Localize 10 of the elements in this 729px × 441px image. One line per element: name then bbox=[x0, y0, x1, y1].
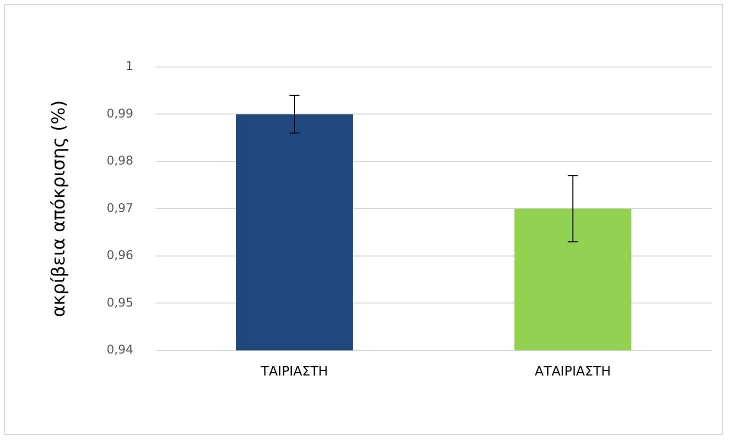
y-tick-label: 1 bbox=[126, 59, 134, 74]
y-tick-label: 0,99 bbox=[106, 106, 134, 120]
y-tick-label: 0,94 bbox=[106, 342, 134, 357]
y-axis-title: ακρίβεια απόκρισης (%) bbox=[48, 100, 70, 318]
y-tick-label: 0,95 bbox=[106, 295, 134, 310]
y-tick-label: 0,96 bbox=[106, 248, 134, 262]
y-tick-label: 0,97 bbox=[106, 200, 134, 215]
y-tick-label: 0,98 bbox=[106, 154, 134, 168]
x-tick-label: ΑΤΑΙΡΙΑΣΤΗ bbox=[534, 364, 611, 380]
x-tick-label: ΤΑΙΡΙΑΣΤΗ bbox=[260, 364, 328, 380]
